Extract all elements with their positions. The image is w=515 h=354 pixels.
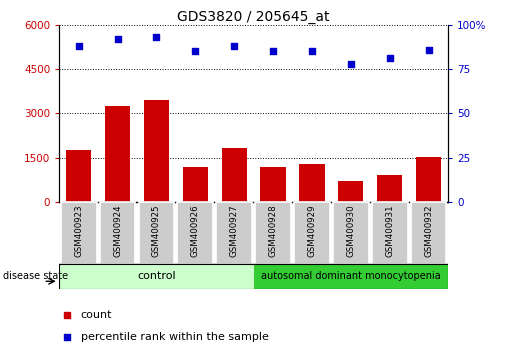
Text: GSM400931: GSM400931 xyxy=(385,204,394,257)
Bar xyxy=(178,202,213,264)
Point xyxy=(63,312,71,318)
Text: disease state: disease state xyxy=(3,272,67,281)
Bar xyxy=(105,106,130,202)
Bar xyxy=(139,202,174,264)
Text: count: count xyxy=(81,310,112,320)
Text: GSM400932: GSM400932 xyxy=(424,204,433,257)
Text: GSM400923: GSM400923 xyxy=(74,204,83,257)
Text: GSM400929: GSM400929 xyxy=(307,204,316,257)
Bar xyxy=(216,202,252,264)
Bar xyxy=(221,148,247,202)
Bar xyxy=(416,156,441,202)
Bar xyxy=(261,167,286,202)
Point xyxy=(75,43,83,49)
Point xyxy=(63,334,71,339)
Text: GSM400925: GSM400925 xyxy=(152,204,161,257)
Text: GSM400926: GSM400926 xyxy=(191,204,200,257)
Bar xyxy=(333,202,369,264)
Bar xyxy=(144,100,169,202)
Title: GDS3820 / 205645_at: GDS3820 / 205645_at xyxy=(177,10,330,24)
Point xyxy=(424,47,433,52)
Bar xyxy=(372,202,407,264)
Point xyxy=(152,34,161,40)
Point xyxy=(230,43,238,49)
Bar xyxy=(59,264,253,289)
Bar xyxy=(61,202,96,264)
Bar xyxy=(338,181,364,202)
Bar xyxy=(299,164,324,202)
Point xyxy=(308,48,316,54)
Text: GSM400928: GSM400928 xyxy=(269,204,278,257)
Bar xyxy=(255,202,291,264)
Text: control: control xyxy=(137,272,176,281)
Point xyxy=(386,56,394,61)
Point xyxy=(269,48,277,54)
Bar xyxy=(66,150,91,202)
Point xyxy=(191,48,199,54)
Text: percentile rank within the sample: percentile rank within the sample xyxy=(81,332,268,342)
Bar xyxy=(411,202,447,264)
Bar xyxy=(183,167,208,202)
Bar xyxy=(253,264,448,289)
Text: GSM400927: GSM400927 xyxy=(230,204,238,257)
Text: GSM400930: GSM400930 xyxy=(347,204,355,257)
Point xyxy=(113,36,122,42)
Text: GSM400924: GSM400924 xyxy=(113,204,122,257)
Bar xyxy=(377,175,402,202)
Text: autosomal dominant monocytopenia: autosomal dominant monocytopenia xyxy=(261,272,441,281)
Bar xyxy=(100,202,135,264)
Bar xyxy=(294,202,330,264)
Point xyxy=(347,61,355,67)
